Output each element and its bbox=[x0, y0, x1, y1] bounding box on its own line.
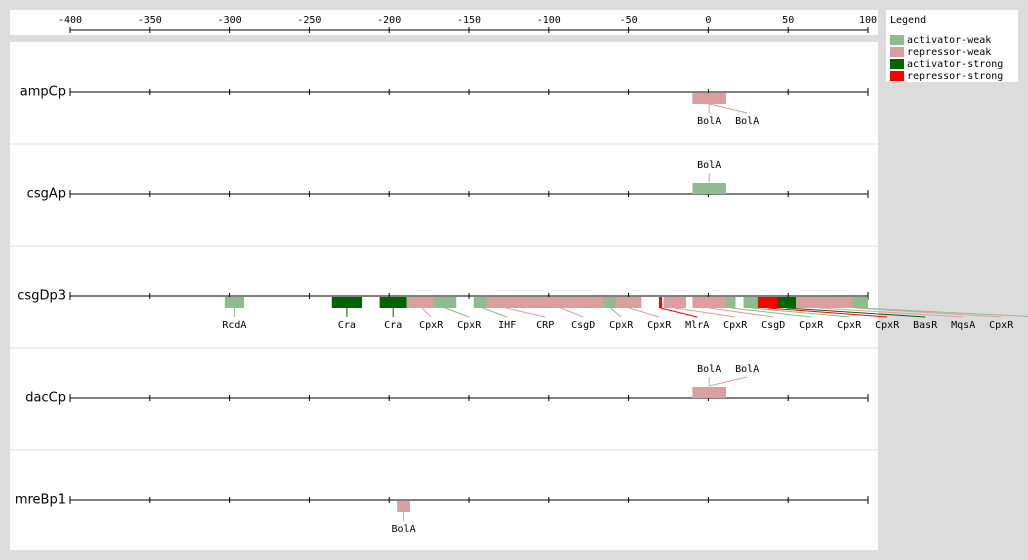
site bbox=[603, 297, 618, 308]
connector bbox=[505, 307, 546, 318]
site-label: BolA bbox=[735, 364, 759, 375]
tick-label: 100 bbox=[859, 15, 877, 26]
site-label: CpxR bbox=[875, 320, 900, 331]
site bbox=[757, 297, 778, 308]
connector bbox=[751, 307, 850, 318]
connector bbox=[730, 307, 812, 318]
site-label: CpxR bbox=[837, 320, 862, 331]
site-label: BolA bbox=[697, 364, 721, 375]
site-label: CpxR bbox=[457, 320, 482, 331]
legend-swatch bbox=[890, 35, 904, 45]
connector bbox=[859, 307, 1028, 317]
site-label: CpxR bbox=[989, 320, 1014, 331]
legend-swatch bbox=[890, 71, 904, 81]
promoter-name: dacCp bbox=[25, 391, 66, 406]
site bbox=[692, 387, 726, 398]
tick-label: -400 bbox=[58, 15, 82, 26]
site-label: Cra bbox=[384, 320, 402, 331]
connector bbox=[819, 307, 964, 318]
tick-label: -350 bbox=[138, 15, 162, 26]
site bbox=[658, 297, 663, 308]
legend-title: Legend bbox=[890, 15, 926, 26]
site bbox=[379, 297, 407, 308]
site bbox=[663, 297, 687, 308]
site bbox=[397, 501, 410, 512]
site-label: CpxR bbox=[419, 320, 444, 331]
legend-label: repressor-weak bbox=[907, 47, 991, 58]
connector bbox=[660, 307, 698, 318]
site-label: CsgD bbox=[571, 320, 595, 331]
site bbox=[516, 297, 605, 308]
legend-swatch bbox=[890, 47, 904, 57]
site bbox=[433, 297, 457, 308]
connector bbox=[709, 307, 774, 318]
legend-label: repressor-strong bbox=[907, 71, 1003, 82]
connector bbox=[855, 307, 1002, 318]
tick-label: 0 bbox=[705, 15, 711, 26]
site-label: CRP bbox=[536, 320, 554, 331]
site bbox=[852, 297, 868, 308]
connector bbox=[444, 307, 470, 318]
legend-panel bbox=[886, 10, 1018, 82]
connector bbox=[786, 307, 926, 318]
connector bbox=[709, 103, 748, 114]
site bbox=[615, 297, 642, 308]
site-label: IHF bbox=[498, 320, 516, 331]
site-label: MqsA bbox=[951, 320, 975, 331]
site-label: BolA bbox=[697, 116, 721, 127]
site-label: MlrA bbox=[685, 320, 709, 331]
promoter-name: csgDp3 bbox=[17, 289, 66, 304]
site-label: BasR bbox=[913, 320, 938, 331]
site bbox=[331, 297, 363, 308]
tick-label: -50 bbox=[620, 15, 638, 26]
site bbox=[743, 297, 760, 308]
connector bbox=[421, 307, 432, 318]
site bbox=[777, 297, 797, 308]
connector bbox=[482, 307, 508, 318]
site-label: BolA bbox=[697, 160, 721, 171]
tick-label: -150 bbox=[457, 15, 481, 26]
site bbox=[725, 297, 736, 308]
axis-panel bbox=[10, 10, 878, 35]
connector bbox=[560, 307, 584, 318]
connector bbox=[767, 307, 888, 318]
site-label: RcdA bbox=[222, 320, 246, 331]
legend-label: activator-weak bbox=[907, 35, 991, 46]
site-label: Cra bbox=[338, 320, 356, 331]
tick-label: -250 bbox=[297, 15, 321, 26]
connector bbox=[609, 307, 622, 318]
tick-label: -200 bbox=[377, 15, 401, 26]
promoter-name: csgAp bbox=[27, 187, 66, 202]
site bbox=[486, 297, 525, 308]
site-label: CsgD bbox=[761, 320, 785, 331]
site-label: BolA bbox=[392, 524, 416, 535]
site bbox=[692, 297, 726, 308]
site-label: CpxR bbox=[799, 320, 824, 331]
tick-label: -100 bbox=[537, 15, 561, 26]
site bbox=[692, 93, 726, 104]
site bbox=[796, 297, 843, 308]
tick-label: 50 bbox=[782, 15, 794, 26]
site-label: BolA bbox=[735, 116, 759, 127]
promoter-name: mreBp1 bbox=[15, 493, 66, 508]
legend-label: activator-strong bbox=[907, 59, 1003, 70]
legend-swatch bbox=[890, 59, 904, 69]
connector bbox=[709, 376, 748, 387]
site-label: CpxR bbox=[609, 320, 634, 331]
site bbox=[406, 297, 438, 308]
site-label: CpxR bbox=[723, 320, 748, 331]
site bbox=[692, 183, 726, 194]
promoter-name: ampCp bbox=[20, 85, 66, 100]
site bbox=[224, 297, 244, 308]
tick-label: -300 bbox=[218, 15, 242, 26]
connector bbox=[628, 307, 660, 318]
connector bbox=[674, 307, 736, 318]
site bbox=[473, 297, 492, 308]
site-label: CpxR bbox=[647, 320, 672, 331]
